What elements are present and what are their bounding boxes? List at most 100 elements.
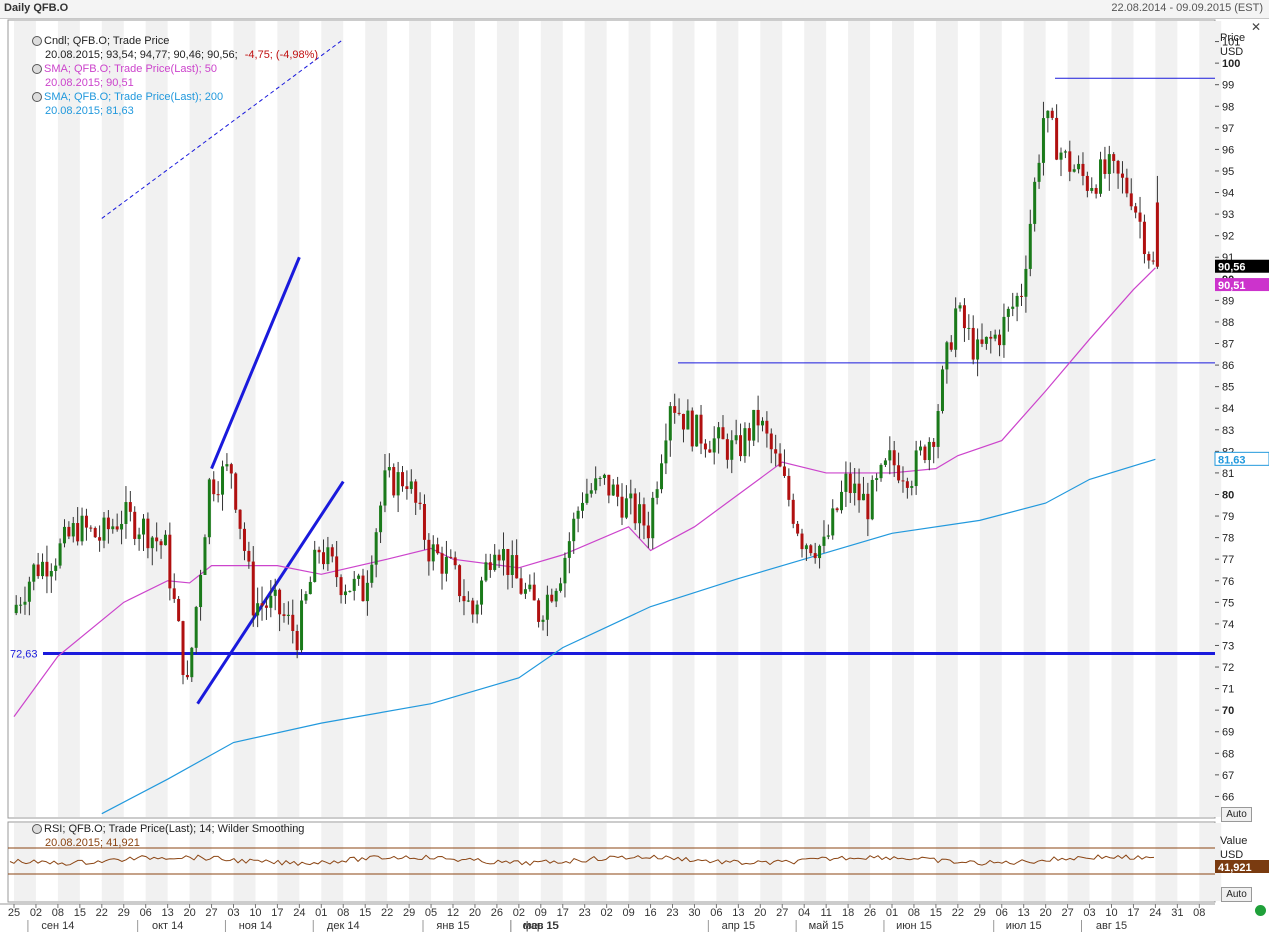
candle-body bbox=[760, 420, 764, 426]
rsi-week-band bbox=[365, 823, 388, 901]
candle-body bbox=[326, 547, 330, 565]
candle-body bbox=[905, 481, 909, 488]
day-label: 30 bbox=[688, 907, 700, 919]
candle-body bbox=[998, 334, 1002, 346]
candle-body bbox=[629, 493, 633, 499]
candle-body bbox=[932, 441, 936, 447]
candle-body bbox=[620, 496, 624, 518]
rsi-week-band bbox=[892, 823, 914, 901]
day-label: 17 bbox=[557, 907, 569, 919]
candle-body bbox=[273, 589, 277, 596]
candle-body bbox=[251, 561, 255, 616]
candle-body bbox=[515, 555, 519, 579]
candle-body bbox=[699, 414, 703, 444]
clock-icon[interactable] bbox=[32, 36, 42, 46]
close-icon[interactable]: ✕ bbox=[1250, 20, 1261, 34]
candle-legend-title: Cndl; QFB.O; Trade Price bbox=[44, 35, 170, 47]
candle-body bbox=[664, 440, 668, 464]
day-label: 20 bbox=[469, 907, 481, 919]
rsi-tag: 41,921 bbox=[1218, 862, 1252, 874]
price-tick-label: 66 bbox=[1222, 791, 1234, 803]
price-auto-button[interactable]: Auto bbox=[1221, 807, 1252, 822]
candle-body bbox=[980, 339, 984, 344]
candle-body bbox=[383, 470, 387, 506]
rsi-auto-button[interactable]: Auto bbox=[1221, 887, 1252, 902]
candle-body bbox=[1046, 110, 1050, 119]
rsi-week-band bbox=[1111, 823, 1134, 901]
week-band bbox=[1155, 21, 1178, 817]
candle-body bbox=[528, 584, 532, 590]
day-label: 12 bbox=[447, 907, 459, 919]
candle-body bbox=[958, 305, 962, 309]
day-label: 04 bbox=[798, 907, 810, 919]
candle-body bbox=[883, 460, 887, 465]
rsi-week-band bbox=[453, 823, 475, 901]
rsi-legend-values: 20.08.2015; 41,921 bbox=[45, 837, 140, 849]
week-band bbox=[57, 21, 80, 817]
candle-body bbox=[945, 342, 949, 370]
price-tick-label: 88 bbox=[1222, 317, 1234, 329]
candle-body bbox=[286, 614, 290, 616]
rsi-legend-title: RSI; QFB.O; Trade Price(Last); 14; Wilde… bbox=[44, 823, 305, 835]
candle-legend-change: -4,75; (-4,98%) bbox=[244, 49, 319, 61]
candle-body bbox=[686, 410, 690, 430]
rsi-week-band bbox=[584, 823, 607, 901]
candle-body bbox=[840, 491, 844, 511]
day-label: 23 bbox=[579, 907, 591, 919]
candle-body bbox=[379, 505, 383, 533]
clock-icon[interactable] bbox=[32, 92, 42, 102]
candle-body bbox=[295, 631, 299, 651]
candle-body bbox=[778, 453, 782, 467]
day-label: 02 bbox=[513, 907, 525, 919]
month-label: июл 15 bbox=[1006, 920, 1042, 932]
sma200-tag-box bbox=[1214, 451, 1269, 466]
rsi-legend: RSI; QFB.O; Trade Price(Last); 14; Wilde… bbox=[32, 822, 304, 850]
price-tick-label: 95 bbox=[1222, 166, 1234, 178]
candle-body bbox=[866, 493, 870, 520]
candle-body bbox=[725, 439, 729, 460]
candle-body bbox=[256, 603, 260, 616]
candle-body bbox=[734, 435, 738, 441]
week-band bbox=[14, 21, 36, 817]
candle-body bbox=[651, 497, 655, 539]
clock-icon[interactable] bbox=[32, 64, 42, 74]
week-band bbox=[496, 21, 519, 817]
candle-body bbox=[163, 534, 167, 546]
candle-body bbox=[581, 502, 585, 511]
candle-body bbox=[541, 619, 545, 622]
price-axis-title-1: Price bbox=[1220, 32, 1246, 44]
price-tick-label: 89 bbox=[1222, 295, 1234, 307]
candle-body bbox=[80, 515, 84, 542]
candle-body bbox=[910, 486, 914, 488]
candle-body bbox=[936, 411, 940, 447]
candle-body bbox=[1002, 316, 1006, 346]
candle-body bbox=[418, 502, 422, 505]
candle-body bbox=[747, 428, 751, 441]
day-label: 26 bbox=[491, 907, 503, 919]
week-band bbox=[409, 21, 432, 817]
day-label: 01 bbox=[886, 907, 898, 919]
month-label: окт 14 bbox=[152, 920, 183, 932]
candle-body bbox=[721, 427, 725, 440]
candle-body bbox=[427, 539, 431, 562]
candle-body bbox=[194, 607, 198, 648]
candle-body bbox=[602, 474, 606, 478]
week-band bbox=[1023, 21, 1046, 817]
candle-body bbox=[1090, 187, 1094, 191]
candle-body bbox=[976, 339, 980, 360]
week-band bbox=[848, 21, 871, 817]
candle-body bbox=[914, 450, 918, 487]
trend-line bbox=[210, 256, 301, 470]
week-band bbox=[145, 21, 168, 817]
candle-body bbox=[146, 518, 150, 549]
price-tick-label: 71 bbox=[1222, 684, 1234, 696]
day-label: 27 bbox=[205, 907, 217, 919]
candle-body bbox=[668, 406, 672, 441]
clock-icon[interactable] bbox=[32, 824, 42, 834]
day-label: 09 bbox=[622, 907, 634, 919]
candle-body bbox=[225, 464, 229, 467]
candle-body bbox=[787, 475, 791, 500]
sma50-legend-values: 20.08.2015; 90,51 bbox=[45, 77, 134, 89]
candle-body bbox=[440, 553, 444, 574]
